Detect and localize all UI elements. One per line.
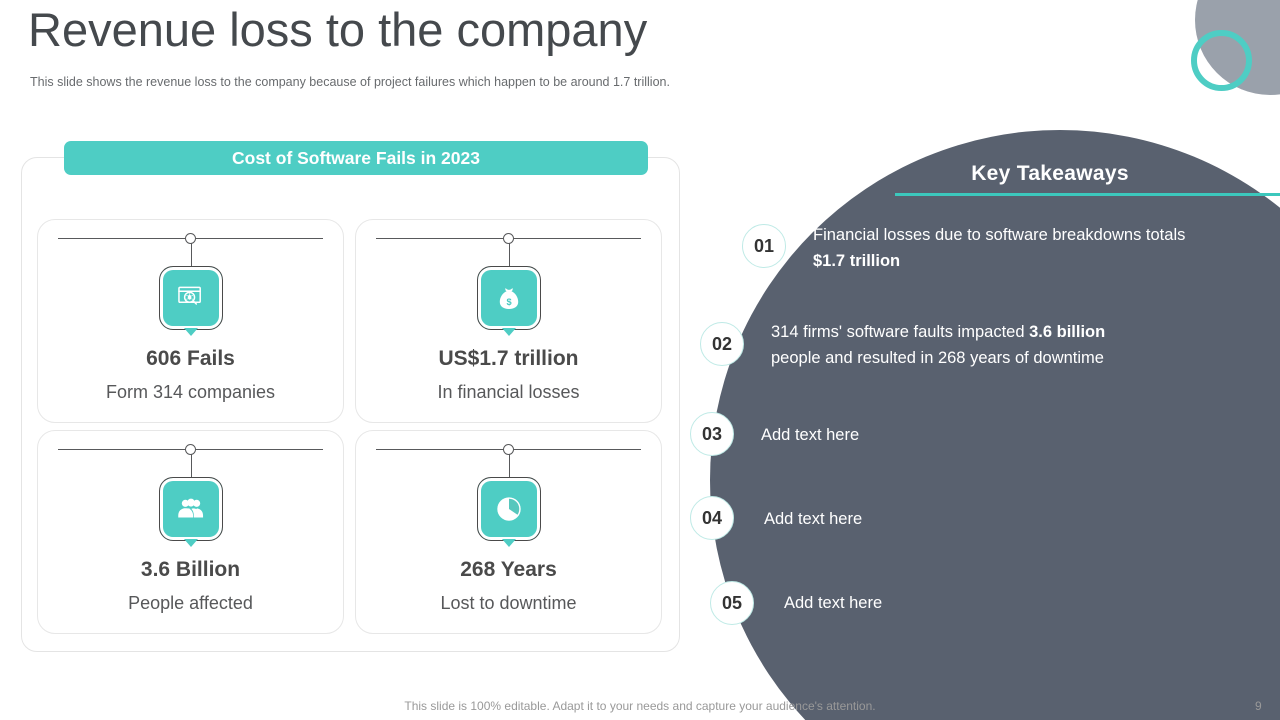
svg-text:$: $	[506, 297, 511, 307]
